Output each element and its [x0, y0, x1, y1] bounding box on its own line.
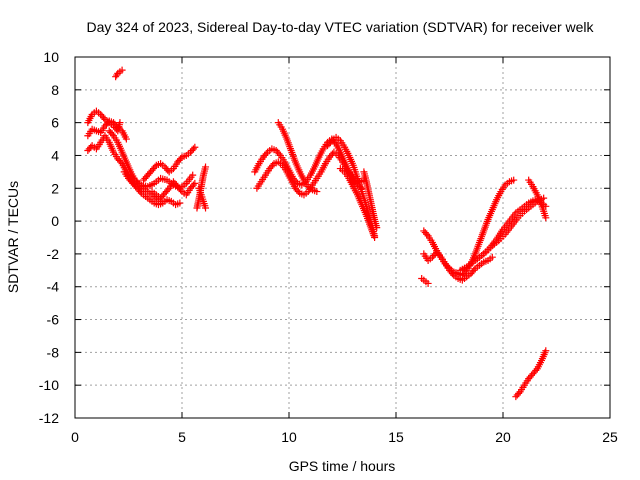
series-arc-9	[148, 178, 199, 202]
data-point	[515, 389, 523, 397]
y-tick-label: -10	[39, 377, 59, 393]
x-tick-label: 10	[281, 429, 297, 445]
data-point	[100, 114, 108, 122]
data-point	[164, 186, 172, 194]
data-point	[176, 199, 184, 207]
data-point	[313, 188, 321, 196]
data-point	[448, 270, 456, 278]
data-point	[542, 214, 550, 222]
data-point	[262, 150, 270, 158]
series-arc-23	[525, 176, 550, 222]
data-point	[191, 179, 199, 187]
y-tick-label: -6	[47, 312, 60, 328]
y-tick-label: -4	[47, 279, 60, 295]
data-point	[191, 143, 199, 151]
series-arc-22	[473, 196, 550, 263]
data-point	[136, 188, 144, 196]
data-point	[470, 266, 478, 274]
data-point	[116, 119, 124, 127]
y-tick-label: 10	[43, 49, 59, 65]
data-point	[122, 135, 130, 143]
series-arc-16	[336, 165, 379, 241]
data-point	[112, 122, 120, 130]
data-point	[151, 163, 159, 171]
x-axis-ticks: 0 5 10 15 20 25	[71, 57, 618, 445]
series-arc-5	[112, 66, 126, 81]
data-point	[189, 171, 197, 179]
data-point	[202, 204, 210, 212]
data-point	[326, 138, 334, 146]
x-axis-label: GPS time / hours	[289, 458, 396, 474]
data-point	[510, 176, 518, 184]
data-point	[424, 279, 432, 287]
data-point	[118, 66, 126, 74]
x-tick-label: 25	[602, 429, 618, 445]
series-arc-10	[193, 163, 210, 212]
data-point	[294, 188, 302, 196]
y-tick-label: 4	[51, 147, 59, 163]
data-point	[189, 181, 197, 189]
x-tick-label: 5	[178, 429, 186, 445]
data-point	[373, 224, 381, 232]
y-axis-ticks: 10 8 6 4 2 0 -2 -4 -6 -8 -10 -12	[39, 49, 610, 426]
series-arc-24	[512, 347, 550, 401]
series-arc-18	[418, 275, 432, 287]
y-axis-label: SDTVAR / TECUs	[5, 181, 21, 293]
data-point	[436, 252, 444, 260]
data-point	[177, 155, 185, 163]
data-point	[540, 194, 548, 202]
data-point	[177, 186, 185, 194]
data-point	[275, 150, 283, 158]
series-arc-8	[139, 143, 199, 184]
series-arc-20	[420, 248, 496, 284]
data-point	[108, 130, 116, 138]
plot-frame	[74, 56, 611, 419]
grid	[75, 57, 610, 418]
data-point	[488, 253, 496, 261]
data-point	[269, 161, 277, 169]
data-point	[542, 347, 550, 355]
y-tick-label: -12	[39, 410, 59, 426]
data-point	[202, 163, 210, 171]
y-tick-label: -8	[47, 344, 60, 360]
data-points	[84, 66, 550, 401]
y-tick-label: 6	[51, 115, 59, 131]
data-point	[189, 145, 197, 153]
x-tick-label: 0	[71, 429, 79, 445]
chart-title: Day 324 of 2023, Sidereal Day-to-day VTE…	[86, 19, 594, 35]
y-tick-label: -2	[47, 246, 60, 262]
x-tick-label: 20	[495, 429, 511, 445]
series-arc-12	[251, 135, 366, 192]
series-arc-13	[253, 148, 368, 199]
x-tick-label: 15	[388, 429, 404, 445]
data-point	[423, 230, 431, 238]
series-arc-14	[274, 119, 321, 196]
data-point	[113, 71, 121, 79]
series-arc-11	[195, 184, 210, 212]
series-arc-2	[84, 117, 130, 143]
data-point	[371, 234, 379, 241]
y-tick-label: 0	[51, 213, 59, 229]
data-point	[532, 366, 540, 374]
series-arc-17	[360, 168, 381, 232]
y-tick-label: 8	[51, 82, 59, 98]
y-tick-label: 2	[51, 180, 59, 196]
